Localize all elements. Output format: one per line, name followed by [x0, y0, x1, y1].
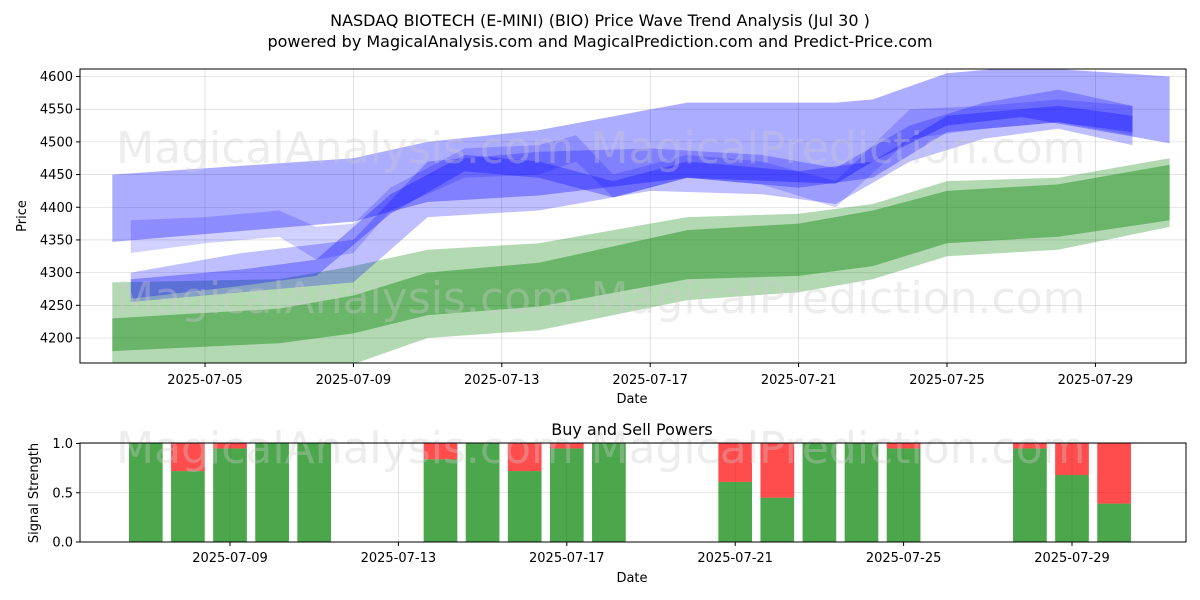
y-tick-label: 4400 [40, 201, 73, 216]
price-x-ticks: 2025-07-05 2025-07-09 2025-07-13 2025-07-17… [167, 363, 1133, 388]
buy-bar [297, 443, 332, 542]
sell-bar [171, 443, 205, 472]
buy-bar [592, 443, 626, 542]
price-grid [80, 69, 1186, 363]
buy-bar [718, 481, 753, 542]
buy-bar [128, 443, 163, 542]
price-x-label: Date [616, 392, 647, 407]
y-tick-label: 4550 [40, 103, 73, 118]
y-tick-label: 0.5 [52, 486, 73, 501]
buy-sell-axes-frame [79, 442, 1187, 543]
price-wave-panel: MagicalAnalysis.com MagicalPrediction.co… [15, 68, 1187, 407]
price-axes-frame [79, 68, 1187, 364]
y-tick-label: 4250 [40, 299, 73, 314]
x-tick-label: 2025-07-17 [612, 373, 688, 388]
blue-wave-band [130, 89, 1133, 302]
watermark-analysis-bottom: MagicalAnalysis.com [116, 423, 574, 474]
green-wave-bands [112, 158, 1170, 363]
blue-wave-band [130, 105, 1133, 299]
x-tick-label: 2025-07-25 [909, 373, 985, 388]
x-tick-label: 2025-07-29 [1034, 551, 1110, 566]
blue-wave-band [130, 99, 1133, 260]
y-tick-label: 4600 [40, 70, 73, 85]
y-tick-label: 4350 [40, 233, 73, 248]
y-tick-label: 4500 [40, 135, 73, 150]
buy-bar [886, 448, 921, 542]
x-tick-label: 2025-07-09 [316, 373, 392, 388]
x-tick-label: 2025-07-21 [761, 373, 837, 388]
buy-bar [1013, 448, 1047, 542]
buy-bar [171, 471, 205, 542]
buy-sell-bars [128, 443, 1131, 542]
buy-bar [549, 448, 584, 542]
chart-title: NASDAQ BIOTECH (E-MINI) (BIO) Price Wave… [330, 11, 870, 30]
sell-bar [718, 443, 753, 482]
sell-bar [1097, 443, 1131, 504]
x-tick-label: 2025-07-17 [529, 551, 605, 566]
buy-sell-x-label: Date [616, 571, 647, 586]
sell-bar [886, 443, 921, 449]
x-tick-label: 2025-07-25 [866, 551, 942, 566]
watermark-analysis-top: MagicalAnalysis.com [116, 123, 574, 174]
buy-sell-title: Buy and Sell Powers [551, 420, 713, 439]
chart-subtitle: powered by MagicalAnalysis.com and Magic… [267, 32, 932, 51]
watermark-prediction-bottom: MagicalPrediction.com [591, 423, 1086, 474]
watermark-analysis-middle: MagicalAnalysis.com [116, 273, 574, 324]
price-y-ticks: 4200 4250 4300 4350 4400 4450 4500 4550 4600 [40, 70, 80, 347]
sell-bar [760, 443, 795, 498]
buy-bar [213, 448, 247, 542]
buy-bar [423, 459, 458, 542]
sell-bar [1055, 443, 1089, 476]
buy-bar [465, 443, 500, 542]
y-tick-label: 4300 [40, 266, 73, 281]
buy-sell-y-ticks: 0.0 0.5 1.0 [52, 437, 80, 551]
y-tick-label: 0.0 [52, 536, 73, 551]
x-tick-label: 2025-07-05 [167, 373, 243, 388]
buy-bar [760, 497, 795, 542]
y-tick-label: 1.0 [52, 437, 73, 452]
buy-bar [1055, 475, 1089, 542]
buy-sell-panel: Buy and Sell Powers MagicalAnalysis.com … [27, 420, 1187, 586]
price-y-label: Price [15, 200, 30, 232]
sell-bar [423, 443, 458, 460]
blue-wave-bands [112, 69, 1170, 302]
buy-sell-x-ticks: 2025-07-09 2025-07-13 2025-07-17 2025-07-21… [192, 542, 1110, 566]
sell-bar [213, 443, 247, 449]
green-wave-band [112, 158, 1170, 363]
buy-bar [255, 443, 289, 542]
buy-bar [802, 443, 837, 542]
x-tick-label: 2025-07-29 [1058, 373, 1134, 388]
watermark-prediction-middle: MagicalPrediction.com [591, 273, 1086, 324]
x-tick-label: 2025-07-09 [192, 551, 268, 566]
buy-sell-y-label: Signal Strength [27, 443, 42, 543]
blue-wave-band [112, 69, 1170, 242]
y-tick-label: 4200 [40, 332, 73, 347]
x-tick-label: 2025-07-21 [697, 551, 773, 566]
buy-bar [1097, 503, 1131, 542]
sell-bar [549, 443, 584, 449]
y-tick-label: 4450 [40, 168, 73, 183]
x-tick-label: 2025-07-13 [464, 373, 540, 388]
green-wave-band [112, 164, 1170, 352]
buy-bar [507, 471, 542, 542]
sell-bar [507, 443, 542, 472]
watermark-prediction-top: MagicalPrediction.com [591, 123, 1086, 174]
x-tick-label: 2025-07-13 [361, 551, 437, 566]
buy-bar [844, 443, 879, 542]
sell-bar [1013, 443, 1047, 449]
